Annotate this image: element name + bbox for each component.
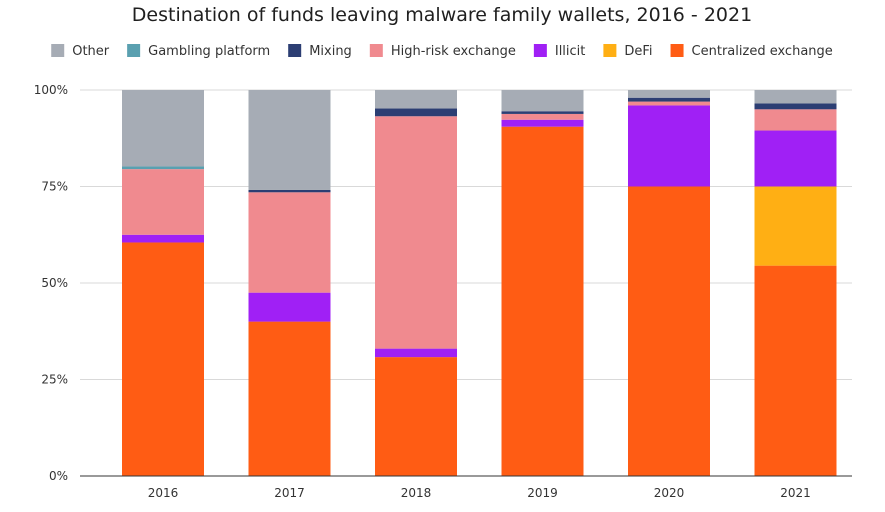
x-tick-label: 2018 — [401, 486, 432, 500]
bar-segment-gambling-platform-2016 — [122, 166, 204, 170]
bars — [122, 90, 837, 477]
bar-segment-other-2016 — [122, 90, 204, 167]
legend-swatch — [127, 44, 141, 57]
x-tick-label: 2021 — [780, 486, 811, 500]
bar-segment-mixing-2021 — [754, 103, 837, 110]
x-tick-label: 2020 — [654, 486, 685, 500]
bar-segment-centralized-exchange-2019 — [501, 126, 584, 477]
legend-swatch — [288, 44, 302, 57]
bar-segment-mixing-2019 — [501, 111, 584, 114]
bar-segment-high-risk-exchange-2016 — [122, 169, 204, 235]
legend-swatch — [51, 44, 65, 57]
bar-segment-mixing-2018 — [375, 108, 457, 117]
bar-segment-high-risk-exchange-2020 — [628, 101, 710, 106]
bar-segment-centralized-exchange-2021 — [754, 265, 837, 476]
bar-segment-mixing-2017 — [248, 189, 331, 193]
bar-segment-illicit-2016 — [122, 234, 204, 243]
gridlines — [80, 89, 852, 380]
bar-segment-illicit-2019 — [501, 119, 584, 127]
bar-segment-mixing-2020 — [628, 97, 710, 102]
x-tick-label: 2016 — [148, 486, 179, 500]
legend-label: Other — [72, 44, 110, 59]
bar-segment-high-risk-exchange-2019 — [501, 113, 584, 120]
x-tick-label: 2019 — [527, 486, 558, 500]
legend-label: High-risk exchange — [391, 44, 516, 59]
chart-title: Destination of funds leaving malware fam… — [132, 4, 752, 26]
bar-segment-centralized-exchange-2016 — [122, 242, 204, 476]
bar-segment-other-2019 — [501, 90, 584, 112]
bar-segment-high-risk-exchange-2017 — [248, 192, 331, 293]
bar-segment-other-2018 — [375, 90, 457, 109]
x-axis-ticks: 2016 2017 2018 2019 2020 2021 — [148, 486, 811, 500]
legend-swatch — [369, 44, 383, 57]
bar-segment-other-2017 — [248, 90, 331, 190]
bar-segment-illicit-2018 — [375, 348, 457, 358]
legend-swatch — [533, 44, 547, 57]
bar-segment-illicit-2017 — [248, 292, 331, 322]
legend: Other Gambling platform Mixing High-risk ex… — [51, 44, 833, 59]
legend-label: Centralized exchange — [692, 44, 833, 59]
y-tick-label: 25% — [41, 373, 68, 387]
bar-segment-centralized-exchange-2018 — [375, 357, 457, 476]
bar-segment-other-2021 — [754, 90, 837, 104]
y-axis-ticks: 0% 25% 50% 75% 100% — [34, 83, 68, 483]
bar-segment-other-2020 — [628, 90, 710, 98]
legend-label: Illicit — [555, 44, 586, 59]
bar-segment-high-risk-exchange-2018 — [375, 116, 457, 349]
y-tick-label: 0% — [49, 469, 68, 483]
legend-swatch — [603, 44, 617, 57]
y-tick-label: 75% — [41, 180, 68, 194]
y-tick-label: 50% — [41, 276, 68, 290]
legend-label: Mixing — [309, 44, 352, 59]
bar-segment-centralized-exchange-2020 — [628, 186, 710, 476]
bar-segment-illicit-2021 — [754, 130, 837, 187]
legend-label: Gambling platform — [148, 44, 270, 59]
bar-segment-centralized-exchange-2017 — [248, 321, 331, 476]
x-tick-label: 2017 — [274, 486, 305, 500]
bar-segment-defi-2021 — [754, 186, 837, 266]
y-tick-label: 100% — [34, 83, 68, 97]
legend-label: DeFi — [624, 44, 652, 59]
legend-swatch — [670, 44, 684, 57]
bar-segment-high-risk-exchange-2021 — [754, 109, 837, 131]
bar-segment-illicit-2020 — [628, 105, 710, 187]
